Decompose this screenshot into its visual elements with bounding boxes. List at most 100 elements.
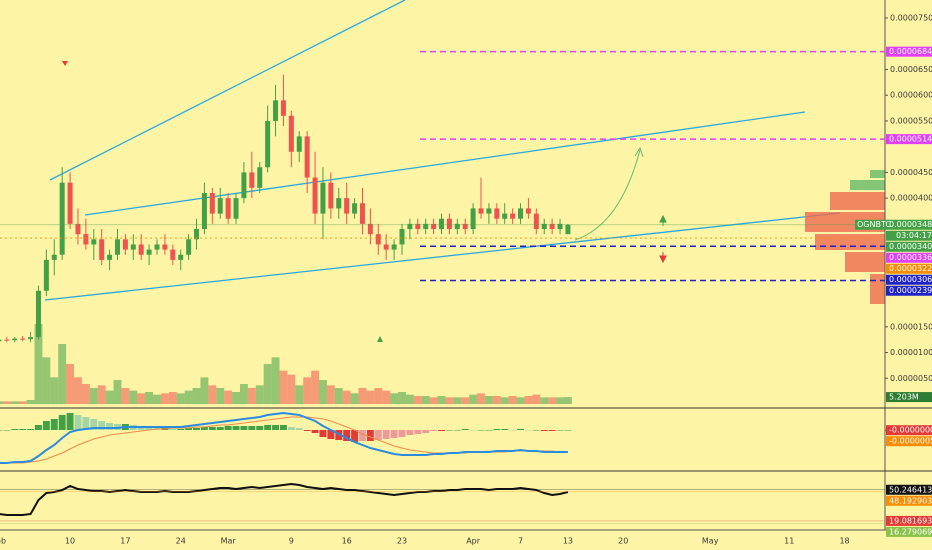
price-tag-label: 0.00005147 (889, 135, 932, 144)
profile-bar (870, 274, 885, 304)
candle-body (478, 208, 484, 214)
macd-hist-bar (50, 419, 58, 430)
macd-hist-bar (501, 429, 509, 430)
down-arrow (659, 252, 667, 264)
volume-bar (247, 388, 256, 404)
volume-bar (2, 401, 11, 404)
candle-body (186, 239, 192, 255)
candle-body (249, 172, 255, 188)
candle-body (130, 244, 136, 250)
macd-hist-bar (106, 423, 114, 430)
projection-arrow (574, 149, 641, 241)
macd-hist-bar (35, 425, 42, 430)
x-tick-label: 23 (397, 537, 407, 546)
candle-body (502, 213, 508, 219)
macd-hist-bar (200, 427, 208, 430)
macd-hist-bar (74, 415, 82, 430)
candle-body (59, 182, 65, 255)
volume-tag (886, 392, 932, 403)
candle-body (75, 223, 81, 235)
price-tag (886, 134, 932, 145)
price-tag-label: 0.00003404 (889, 242, 932, 251)
trend-line (49, 0, 406, 181)
x-tick-label: Apr (466, 537, 481, 546)
volume-bar (358, 388, 367, 404)
candle-body (510, 213, 516, 219)
x-tick-label: 20 (618, 537, 628, 546)
macd-hist-bar (248, 426, 256, 430)
candle-body (99, 239, 105, 260)
candle-body (446, 218, 452, 230)
volume-bar (50, 377, 59, 404)
candle-body (439, 218, 444, 230)
symbol-label: OGNBTC (857, 220, 891, 229)
candle-body (257, 167, 263, 188)
volume-bar (382, 390, 391, 404)
volume-bar (319, 380, 327, 404)
candle-body (43, 259, 49, 291)
x-tick-label: 7 (518, 537, 523, 546)
profile-bar (815, 234, 885, 250)
x-tick-label: Feb (0, 537, 6, 546)
candle-body (399, 229, 405, 245)
volume-bar (271, 357, 280, 404)
macd-hist-bar (374, 430, 382, 440)
candle-body (312, 177, 318, 214)
rsi-tag (886, 515, 932, 526)
macd-hist-bar (469, 430, 477, 431)
candle-body (359, 203, 365, 224)
candle-body (391, 244, 397, 250)
candle-body (280, 100, 286, 116)
price-tag-label: 0.00006846 (889, 47, 932, 56)
candle-body (486, 208, 492, 214)
rsi-tag (886, 495, 932, 506)
rsi-tag-label: 16.27906977 (889, 527, 932, 536)
candle-body (28, 337, 34, 340)
macd-hist-bar (240, 426, 248, 430)
macd-hist-bar (319, 430, 327, 437)
macd-hist-bar (406, 430, 414, 435)
price-tag-label: 0.00003483 (889, 220, 932, 229)
macd-hist-bar (461, 429, 469, 430)
candle-body (344, 198, 350, 214)
macd-hist-bar (303, 430, 311, 431)
volume-bar (508, 396, 517, 404)
macd-hist-bar (485, 430, 493, 431)
macd-hist-bar (177, 429, 185, 430)
candle-body (178, 254, 184, 260)
volume-bar (563, 397, 572, 404)
macd-hist-bar (66, 413, 74, 430)
macd-hist-bar (98, 421, 106, 430)
rsi-tag-label: 19.08169350 (889, 516, 932, 525)
candle-body (557, 223, 563, 230)
trend-line (84, 111, 806, 216)
volume-bar (295, 385, 304, 404)
volume-bar (445, 397, 454, 404)
volume-bar (184, 390, 193, 404)
macd-hist-bar (556, 430, 564, 431)
candle-body (170, 249, 176, 260)
volume-bar (66, 364, 75, 404)
volume-bar (263, 364, 272, 404)
volume-bar (524, 396, 533, 404)
macd-hist-bar (256, 426, 264, 430)
profile-bar (870, 170, 885, 178)
macd-hist-bar (453, 430, 461, 431)
candle-body (415, 223, 421, 230)
macd-hist-bar (264, 425, 272, 430)
candle-body (241, 172, 247, 199)
signal-marker (377, 336, 383, 342)
x-tick-label: 24 (176, 537, 186, 546)
volume-bar (429, 397, 438, 404)
price-tag-label: 0.00003064 (889, 275, 932, 284)
candle-body (233, 198, 239, 219)
x-tick-label: 16 (342, 537, 352, 546)
up-arrow (659, 214, 667, 226)
volume-bar (74, 377, 82, 404)
macd-hist-bar (390, 430, 398, 438)
macd-hist-bar (216, 427, 224, 430)
